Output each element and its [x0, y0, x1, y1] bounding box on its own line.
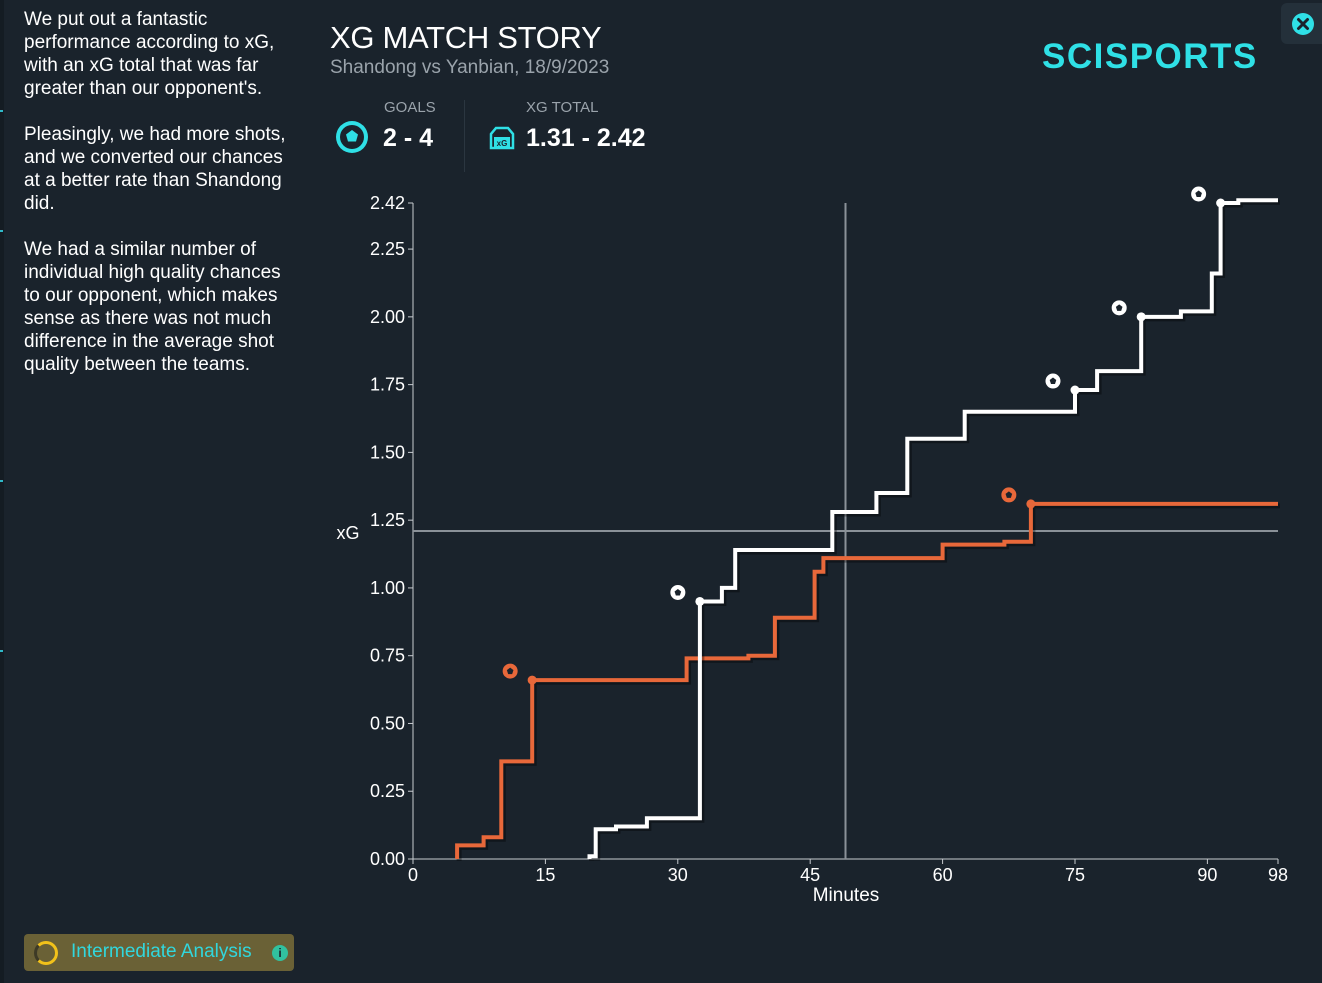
y-tick-label: 1.75	[370, 375, 405, 395]
badge-label: Intermediate Analysis	[71, 941, 252, 962]
yanbian-goal-marker	[1216, 198, 1226, 208]
close-icon	[1292, 13, 1314, 35]
y-tick-label: 2.42	[370, 193, 405, 213]
x-tick-label: 60	[933, 865, 953, 885]
close-button[interactable]	[1281, 3, 1322, 44]
scisports-logo: SCISPORTS	[1042, 37, 1258, 76]
summary-paragraph: We put out a fantastic performance accor…	[24, 9, 275, 99]
y-tick-label: 0.75	[370, 646, 405, 666]
x-tick-label: 15	[535, 865, 555, 885]
summary-paragraph: Pleasingly, we had more shots, and we co…	[24, 124, 286, 214]
yanbian-goal-marker	[695, 596, 705, 606]
shandong-goal-marker	[527, 675, 537, 685]
x-tick-label: 30	[668, 865, 688, 885]
y-tick-label: 2.25	[370, 239, 405, 259]
edge-marker	[0, 650, 3, 652]
match-subtitle: Shandong vs Yanbian, 18/9/2023	[330, 57, 610, 78]
y-axis-label: xG	[336, 523, 359, 543]
x-tick-label: 98	[1268, 865, 1288, 885]
goals-label: GOALS	[384, 99, 436, 116]
goal-ball-pentagon	[506, 667, 514, 675]
y-tick-label: 0.25	[370, 781, 405, 801]
x-tick-label: 45	[800, 865, 820, 885]
xg-total-value: 1.31 - 2.42	[526, 124, 646, 152]
y-tick-label: 1.00	[370, 578, 405, 598]
soccer-ball-icon	[336, 121, 368, 153]
edge-marker	[0, 230, 3, 232]
x-tick-label: 75	[1065, 865, 1085, 885]
y-tick-label: 0.00	[370, 849, 405, 869]
analysis-summary: We put out a fantastic performance accor…	[24, 8, 300, 399]
x-tick-label: 0	[408, 865, 418, 885]
y-tick-label: 1.50	[370, 442, 405, 462]
stat-divider	[464, 100, 465, 172]
goal-ball-pentagon	[1195, 190, 1202, 197]
goal-ball-pentagon	[674, 588, 682, 596]
goal-ball-pentagon	[1049, 377, 1057, 385]
info-icon[interactable]: i	[272, 945, 288, 961]
intermediate-analysis-badge[interactable]: Intermediate Analysis i	[24, 934, 294, 971]
shandong-goal-marker	[1026, 499, 1036, 509]
goals-value: 2 - 4	[383, 124, 434, 152]
left-edge-strip	[0, 0, 4, 983]
xg-total-label: XG TOTAL	[526, 99, 599, 116]
edge-marker	[0, 480, 3, 482]
x-tick-label: 90	[1197, 865, 1217, 885]
shandong-xg-line	[455, 501, 1278, 859]
x-axis-label: Minutes	[813, 885, 880, 906]
y-tick-label: 0.50	[370, 713, 405, 733]
xg-goal-icon: xG	[489, 126, 515, 150]
y-tick-label: 1.25	[370, 510, 405, 530]
yanbian-xg-line	[587, 198, 1278, 859]
summary-paragraph: We had a similar number of individual hi…	[24, 239, 281, 375]
progress-ring-icon	[34, 941, 58, 965]
y-tick-label: 2.00	[370, 307, 405, 327]
page-title: XG MATCH STORY	[330, 20, 602, 55]
yanbian-goal-marker	[1070, 385, 1080, 395]
svg-text:xG: xG	[497, 139, 508, 148]
goal-ball-pentagon	[1005, 491, 1013, 498]
yanbian-goal-marker	[1136, 312, 1146, 322]
goal-ball-pentagon	[1115, 304, 1123, 311]
edge-marker	[0, 110, 3, 112]
